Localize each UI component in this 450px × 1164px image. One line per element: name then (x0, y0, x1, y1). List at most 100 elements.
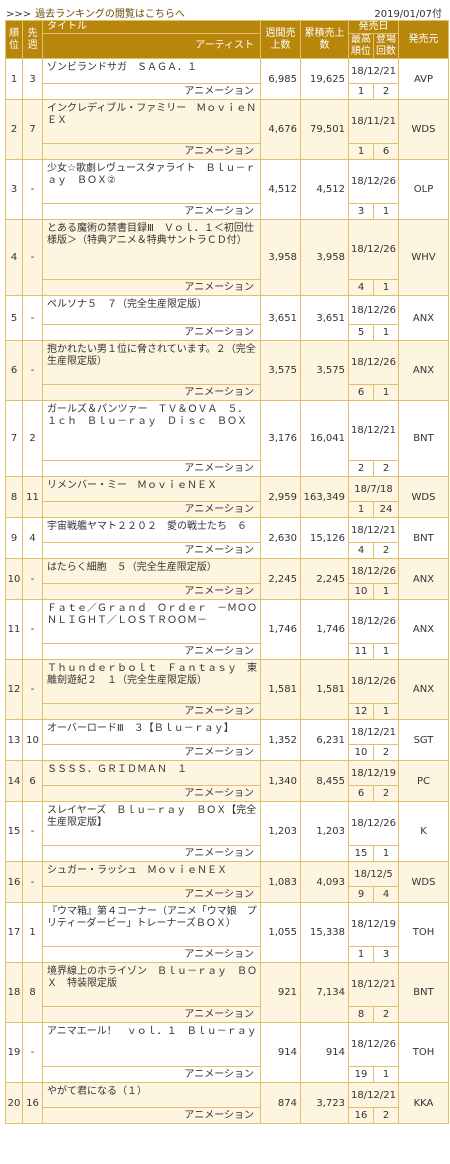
past-ranking-link-text: 過去ランキングの閲覧はこちらへ (35, 9, 185, 20)
weeks-charted-cell: 1 (373, 703, 399, 720)
title-link[interactable]: やがて君になる（１） (47, 1086, 147, 1097)
weeks-charted-cell: 1 (373, 384, 399, 401)
table-row: 12- Ｔｈｕｎｄｅｒｂｏｌｔ Ｆａｎｔａｓｙ 東離劍遊紀２ １（完全生産限定版）… (5, 659, 449, 720)
title-link[interactable]: Ｆａｔｅ／Ｇｒａｎｄ Ｏｒｄｅｒ －ＭＯＯＮＬＩＧＨＴ／ＬＯＳＴＲＯＯＭ－ (47, 603, 257, 626)
table-row-sub: アニメーション 1 3 (6, 946, 449, 963)
rank-cell: 2 (5, 99, 23, 160)
artist-cell: アニメーション (42, 542, 261, 559)
total-sales-cell: 7,134 (300, 962, 349, 1023)
table-row: 15- スレイヤーズ Ｂｌｕ－ｒａｙ ＢＯＸ【完全生産限定版】 1,203 1,203… (5, 801, 449, 862)
artist-cell: アニメーション (42, 83, 261, 100)
label-cell: OLP (398, 159, 449, 220)
title-cell: リメンバー・ミー ＭｏｖｉｅＮＥＸ (42, 476, 261, 502)
artist-cell: アニメーション (42, 946, 261, 963)
label-cell: TOH (398, 902, 449, 963)
title-link[interactable]: Ｔｈｕｎｄｅｒｂｏｌｔ Ｆａｎｔａｓｙ 東離劍遊紀２ １（完全生産限定版） (47, 663, 257, 686)
title-link[interactable]: ペルソナ５ ７（完全生産限定版） (47, 299, 207, 310)
title-link[interactable]: 境界線上のホライゾン Ｂｌｕ－ｒａｙ ＢＯＸ 特装限定版 (47, 966, 257, 989)
best-rank-cell: 6 (348, 785, 374, 802)
total-sales-cell: 4,512 (300, 159, 349, 220)
best-rank-cell: 9 (348, 886, 374, 903)
title-link[interactable]: 抱かれたい男１位に脅されています。２（完全生産限定版） (47, 344, 256, 367)
table-row-sub: アニメーション 16 2 (6, 1107, 449, 1124)
title-cell: 『ウマ箱』第４コーナー（アニメ「ウマ娘 プリティーダービー」トレーナーズＢＯＸ） (42, 902, 261, 947)
table-row-sub: アニメーション 15 1 (6, 845, 449, 862)
table-row-sub: アニメーション 11 1 (6, 643, 449, 660)
weekly-sales-cell: 914 (260, 1022, 301, 1083)
title-link[interactable]: ガールズ＆パンツァー ＴＶ＆ＯＶＡ ５．１ｃｈ Ｂｌｕ－ｒａｙ Ｄｉｓｃ ＢＯＸ (47, 404, 248, 427)
prev-rank-cell: 6 (22, 760, 43, 802)
prev-rank-cell: - (22, 219, 43, 296)
past-ranking-link[interactable]: >>> 過去ランキングの閲覧はこちらへ (6, 5, 185, 20)
artist-cell: アニメーション (42, 583, 261, 600)
artist-cell: アニメーション (42, 279, 261, 296)
weekly-sales-cell: 3,575 (260, 340, 301, 401)
title-link[interactable]: ゾンビランドサガ ＳＡＧＡ．１ (47, 62, 197, 73)
table-row: 6- 抱かれたい男１位に脅されています。２（完全生産限定版） 3,575 3,575 1… (5, 340, 449, 401)
weekly-sales-cell: 2,959 (260, 476, 301, 518)
label-cell: ANX (398, 295, 449, 341)
title-link[interactable]: とある魔術の禁書目録Ⅲ Ｖｏｌ．１＜初回仕様版＞（特典アニメ＆特典サントラＣＤ付… (47, 223, 254, 246)
total-sales-cell: 15,126 (300, 517, 349, 559)
ranking-date: 2019/01/07付 (374, 9, 442, 20)
rank-cell: 9 (5, 517, 23, 559)
rank-cell: 6 (5, 340, 23, 401)
prev-rank-cell: - (22, 159, 43, 220)
rank-cell: 19 (5, 1022, 23, 1083)
weeks-charted-cell: 2 (373, 1006, 399, 1023)
prev-rank-cell: 16 (22, 1082, 43, 1124)
col-artist-header: アーティスト (42, 33, 261, 59)
prev-rank-cell: - (22, 558, 43, 600)
table-row-sub: アニメーション 4 1 (6, 279, 449, 296)
rank-cell: 7 (5, 400, 23, 477)
title-link[interactable]: オーバーロードⅢ ３【Ｂｌｕ－ｒａｙ】 (47, 723, 234, 734)
table-row-sub: アニメーション 5 1 (6, 324, 449, 341)
table-row-sub: アニメーション 3 1 (6, 203, 449, 220)
rank-cell: 13 (5, 719, 23, 761)
table-row: 14 6 ＳＳＳＳ．ＧＲＩＤＭＡＮ １ 1,340 8,455 18/12/19 PC (5, 760, 449, 802)
weeks-charted-cell: 1 (373, 1066, 399, 1083)
table-row: 1 3 ゾンビランドサガ ＳＡＧＡ．１ 6,985 19,625 18/12/21 AVP (5, 58, 449, 100)
title-link[interactable]: スレイヤーズ Ｂｌｕ－ｒａｙ ＢＯＸ【完全生産限定版】 (47, 805, 257, 828)
title-link[interactable]: 宇宙戦艦ヤマト２２０２ 愛の戦士たち ６ (47, 521, 247, 532)
col-title-header: タイトル (42, 20, 261, 34)
weekly-sales-cell: 2,630 (260, 517, 301, 559)
title-link[interactable]: シュガー・ラッシュ ＭｏｖｉｅＮＥＸ (47, 865, 227, 876)
weekly-sales-cell: 4,676 (260, 99, 301, 160)
label-cell: SGT (398, 719, 449, 761)
title-link[interactable]: 『ウマ箱』第４コーナー（アニメ「ウマ娘 プリティーダービー」トレーナーズＢＯＸ） (47, 906, 257, 929)
label-cell: KKA (398, 1082, 449, 1124)
best-rank-cell: 1 (348, 83, 374, 100)
title-cell: Ｔｈｕｎｄｅｒｂｏｌｔ Ｆａｎｔａｓｙ 東離劍遊紀２ １（完全生産限定版） (42, 659, 261, 704)
title-cell: スレイヤーズ Ｂｌｕ－ｒａｙ ＢＯＸ【完全生産限定版】 (42, 801, 261, 846)
table-row: 18 8 境界線上のホライゾン Ｂｌｕ－ｒａｙ ＢＯＸ 特装限定版 921 7,134 1… (5, 962, 449, 1023)
release-date-cell: 18/12/26 (348, 340, 399, 385)
weekly-sales-cell: 6,985 (260, 58, 301, 100)
weeks-charted-cell: 2 (373, 460, 399, 477)
col-weekly-header: 週間売上数 (260, 20, 301, 59)
title-link[interactable]: 少女☆歌劇レヴュースタァライト Ｂｌｕ－ｒａｙ ＢＯＸ② (47, 163, 256, 186)
title-link[interactable]: リメンバー・ミー ＭｏｖｉｅＮＥＸ (47, 480, 217, 491)
title-link[interactable]: インクレディブル・ファミリー ＭｏｖｉｅＮＥＸ (47, 103, 257, 126)
best-rank-cell: 1 (348, 143, 374, 160)
best-rank-cell: 1 (348, 501, 374, 518)
best-rank-cell: 4 (348, 542, 374, 559)
rank-cell: 18 (5, 962, 23, 1023)
release-date-cell: 18/12/26 (348, 659, 399, 704)
title-cell: ペルソナ５ ７（完全生産限定版） (42, 295, 261, 325)
best-rank-cell: 15 (348, 845, 374, 862)
title-link[interactable]: ＳＳＳＳ．ＧＲＩＤＭＡＮ １ (47, 764, 187, 775)
title-cell: ＳＳＳＳ．ＧＲＩＤＭＡＮ １ (42, 760, 261, 786)
total-sales-cell: 3,651 (300, 295, 349, 341)
title-cell: Ｆａｔｅ／Ｇｒａｎｄ Ｏｒｄｅｒ －ＭＯＯＮＬＩＧＨＴ／ＬＯＳＴＲＯＯＭ－ (42, 599, 261, 644)
weeks-charted-cell: 2 (373, 83, 399, 100)
total-sales-cell: 15,338 (300, 902, 349, 963)
weeks-charted-cell: 1 (373, 279, 399, 296)
release-date-cell: 18/12/21 (348, 1082, 399, 1108)
label-cell: AVP (398, 58, 449, 100)
total-sales-cell: 79,501 (300, 99, 349, 160)
title-link[interactable]: はたらく細胞 ５（完全生産限定版） (47, 562, 217, 573)
title-link[interactable]: アニマエール！ ｖｏｌ．１ Ｂｌｕ－ｒａｙ (47, 1026, 257, 1037)
ranking-table: 順位 先週 タイトル 週間売上数 累積売上数 発売日 発売元 アーティスト 最高… (5, 20, 449, 1124)
best-rank-cell: 2 (348, 460, 374, 477)
